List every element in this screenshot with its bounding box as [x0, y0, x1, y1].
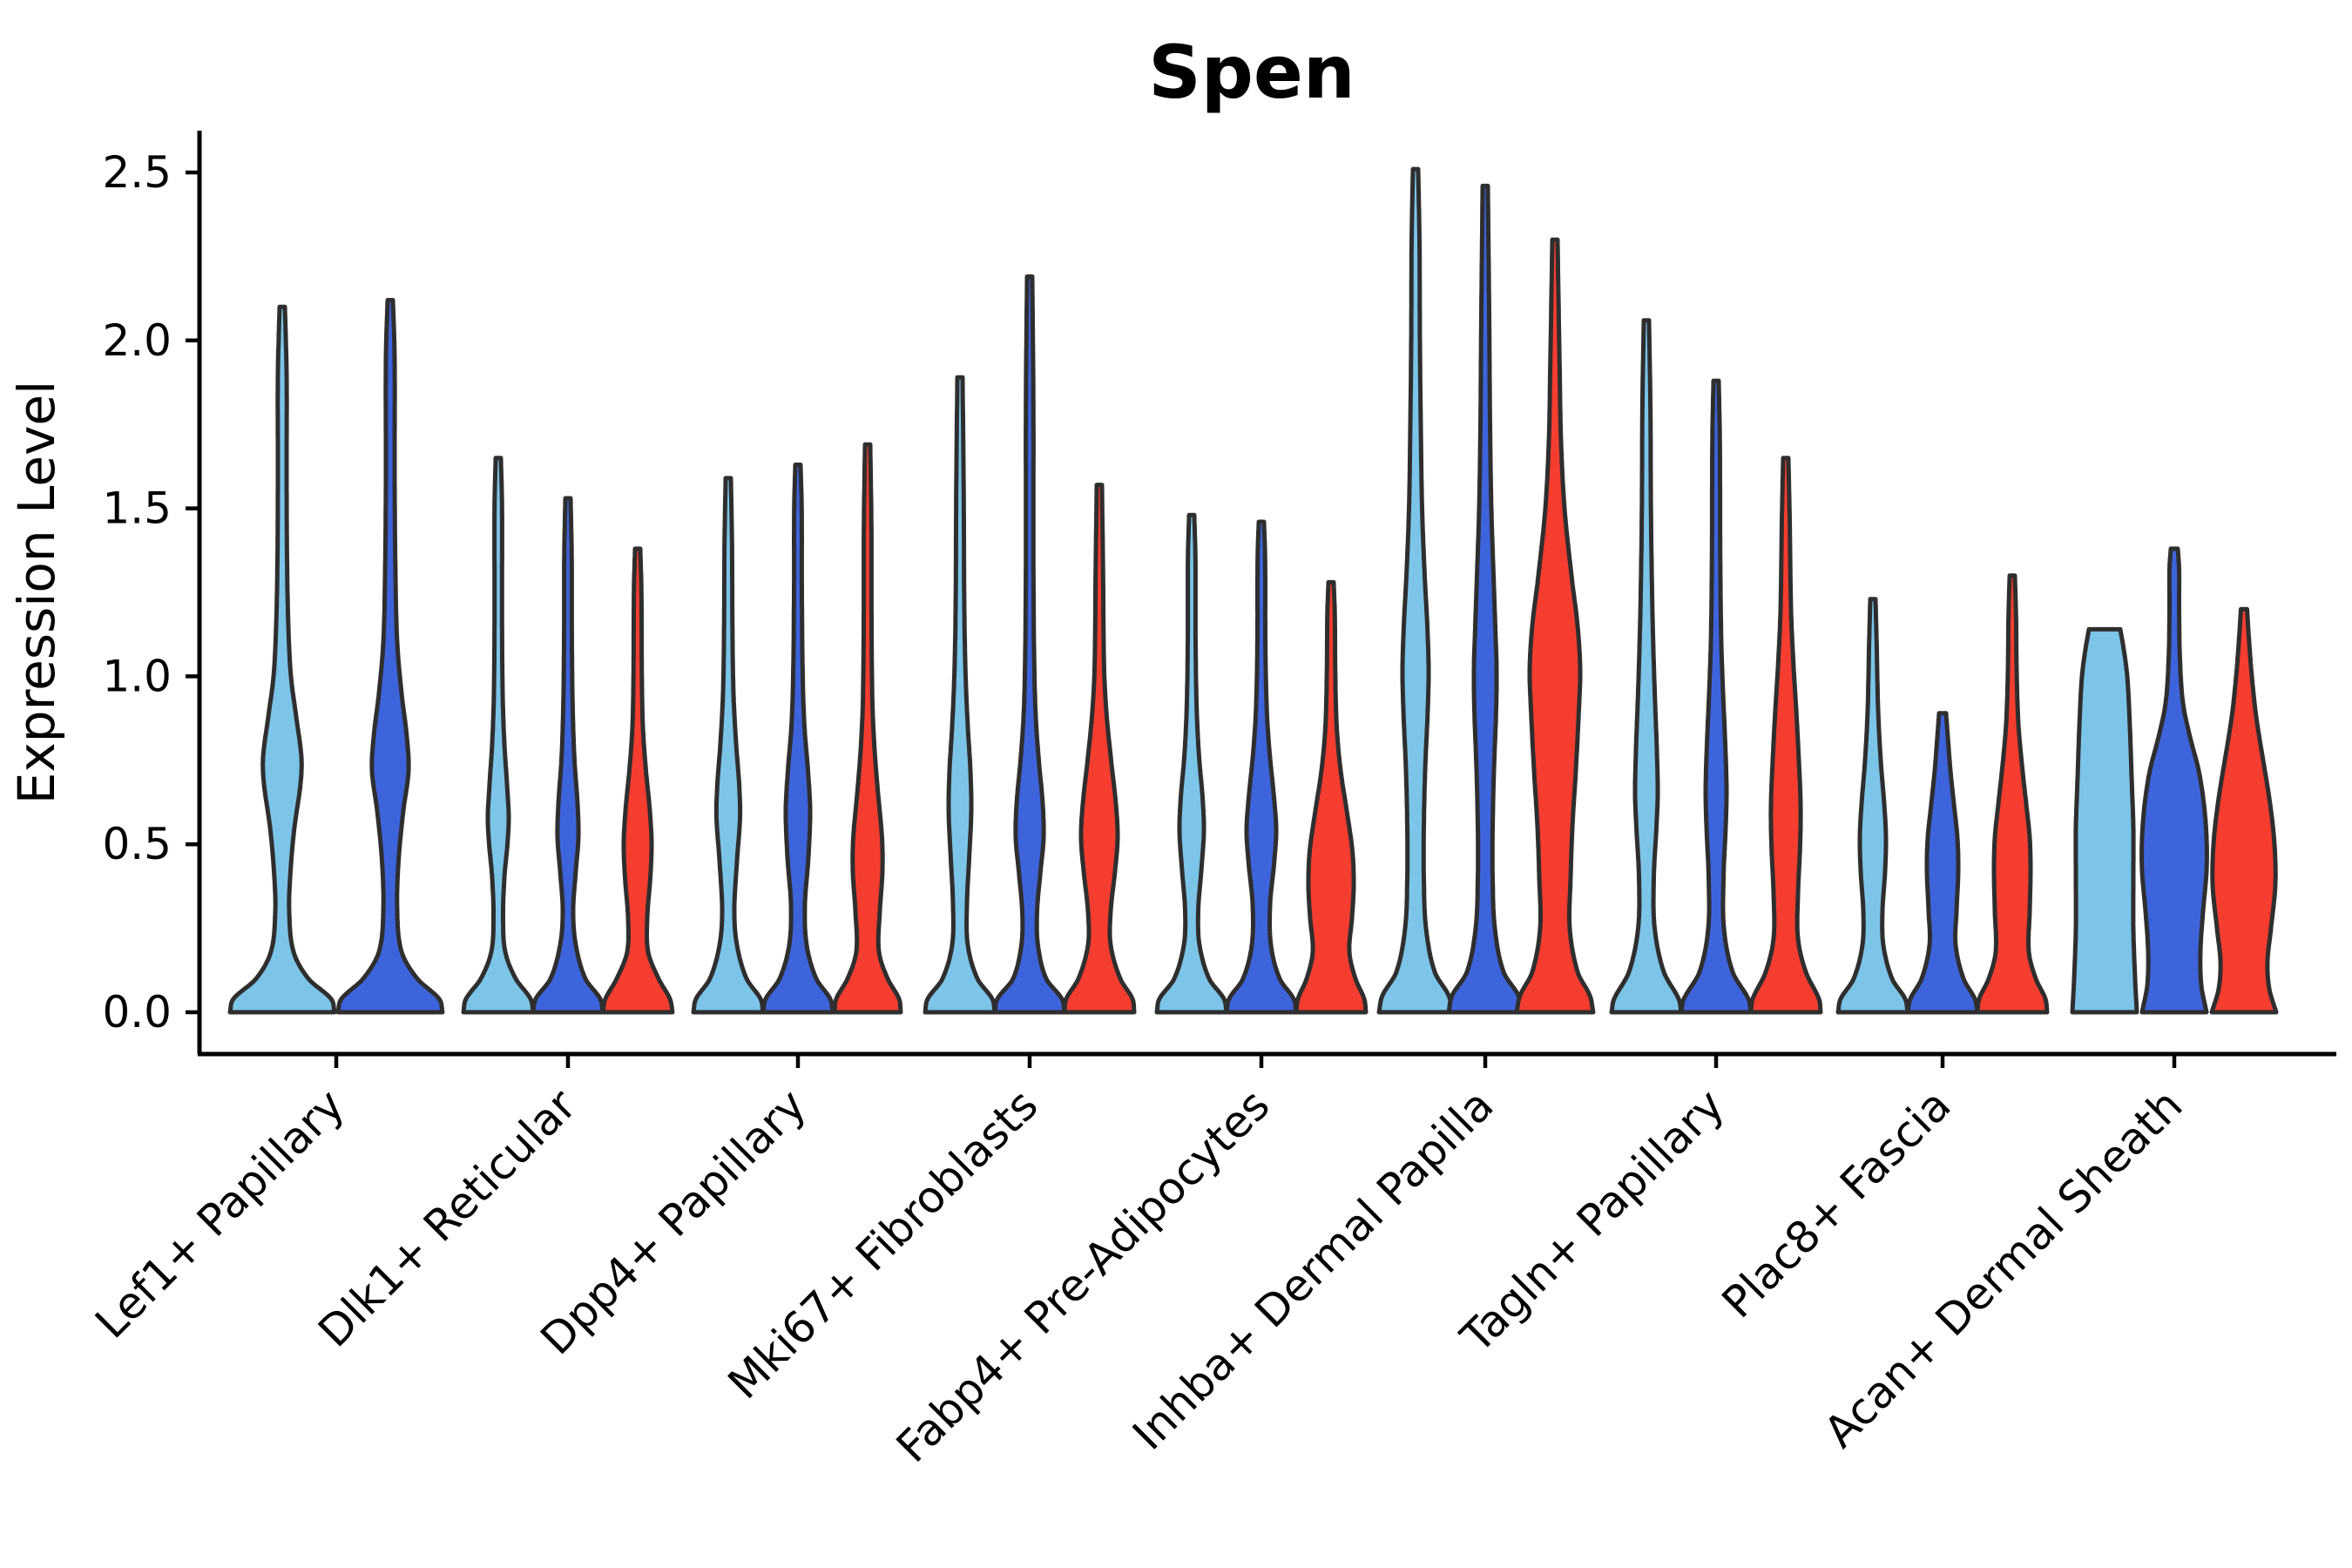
y-axis-label: Expression Level [7, 381, 66, 804]
violin-9-dark_blue [2139, 546, 2209, 1015]
violin-1-dark_blue [335, 298, 445, 1015]
violin-6-red [1514, 237, 1596, 1015]
y-tick-label: 2.0 [102, 315, 172, 366]
violin-6-light_blue [1376, 166, 1455, 1015]
violin-5-light_blue [1154, 512, 1229, 1015]
violin-3-light_blue [691, 476, 766, 1015]
violin-4-red [1062, 483, 1137, 1015]
x-tick-label: Plac8+ Fascia [1713, 1079, 1961, 1328]
violin-7-light_blue [1609, 318, 1684, 1015]
chart-title: Spen [1148, 30, 1355, 115]
x-tick-label: Inhba+ Dermal Papilla [1123, 1079, 1503, 1459]
violin-8-red [1975, 573, 2050, 1015]
violin-7-red [1748, 456, 1823, 1015]
violin-2-light_blue [461, 456, 536, 1015]
y-tick-label: 0.0 [102, 987, 172, 1037]
y-tick-label: 1.0 [102, 651, 172, 701]
violin-5-dark_blue [1224, 519, 1299, 1015]
violin-7-dark_blue [1679, 378, 1754, 1015]
violin-6-dark_blue [1446, 183, 1524, 1015]
violin-2-red [600, 546, 675, 1015]
y-tick-label: 0.5 [102, 819, 172, 869]
violin-9-light_blue [2070, 626, 2139, 1015]
x-tick-label: Lef1+ Papillary [85, 1079, 354, 1348]
y-tick-label: 2.5 [102, 147, 172, 198]
violin-4-dark_blue [992, 274, 1067, 1015]
violin-3-dark_blue [760, 463, 835, 1015]
y-tick-label: 1.5 [102, 483, 172, 534]
violin-1-light_blue [227, 304, 337, 1015]
x-tick-label: Fabp4+ Pre-Adipocytes [887, 1079, 1280, 1472]
violin-8-light_blue [1835, 597, 1910, 1015]
violin-layer [227, 166, 2279, 1015]
violin-3-red [832, 442, 903, 1015]
violin-9-red [2209, 606, 2279, 1015]
violin-5-red [1294, 579, 1369, 1015]
violin-2-dark_blue [531, 496, 605, 1015]
violin-4-light_blue [923, 375, 997, 1015]
violin-8-dark_blue [1905, 711, 1980, 1015]
